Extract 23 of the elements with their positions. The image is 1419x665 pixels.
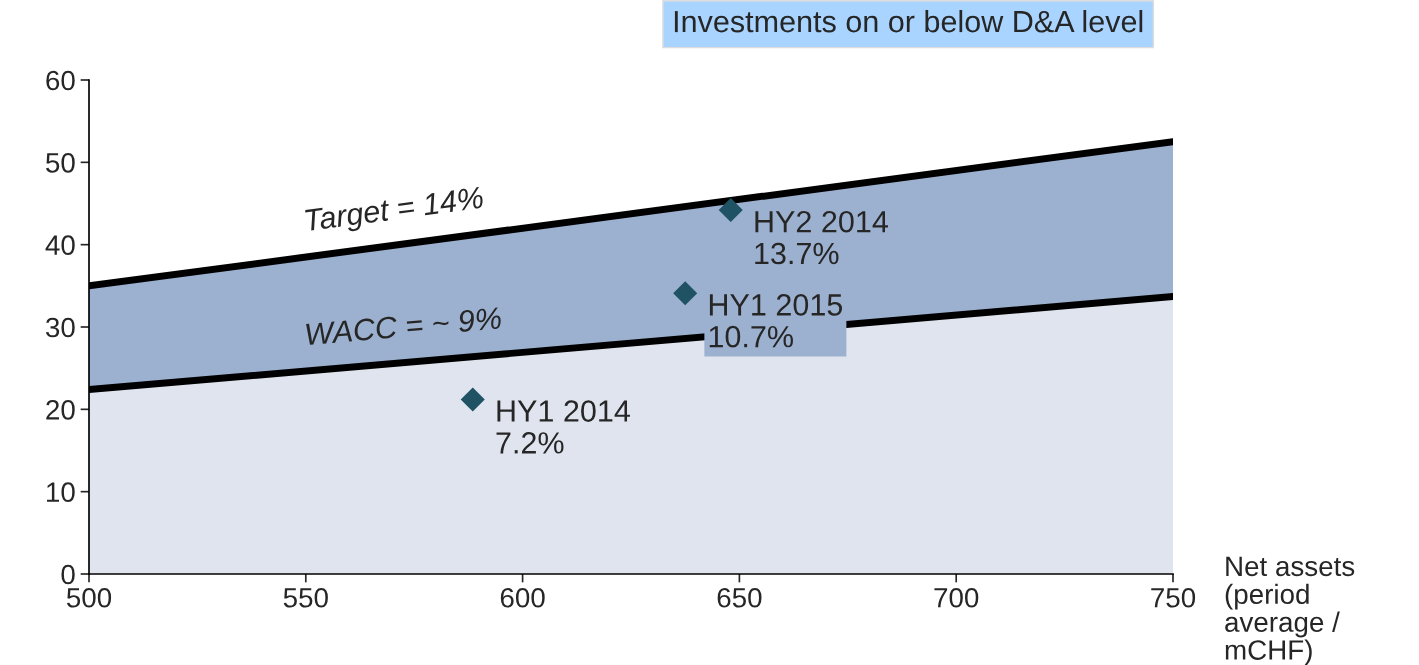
- point: [460, 387, 485, 412]
- annotation: HY2 2014 13.7%: [755, 210, 888, 265]
- y-tick-label: 40: [45, 235, 75, 256]
- x-tick-label: 500: [66, 587, 112, 608]
- y-tick-label: 30: [45, 317, 75, 338]
- y-tick-label: 20: [46, 400, 75, 420]
- x-tick-label: 700: [934, 587, 979, 608]
- annotation: HY1 2015 10.7%: [709, 294, 843, 348]
- series-label: WACC = ~ 9%: [306, 307, 502, 346]
- x-tick-label: 600: [500, 587, 545, 608]
- x-tick-label: 650: [717, 587, 762, 608]
- series-label: Target = 14%: [304, 186, 485, 238]
- annotation: HY1 2014 7.2%: [496, 400, 630, 454]
- x-tick-label: 550: [283, 587, 328, 608]
- point: [673, 281, 698, 306]
- text: Investments on or below D&A level: [674, 9, 1143, 33]
- point: [718, 198, 743, 223]
- y-tick-label: 0: [61, 564, 75, 585]
- y-tick-label: 60: [46, 70, 75, 91]
- y-tick-label: 10: [47, 482, 75, 503]
- x-tick-label: 750: [1151, 587, 1196, 608]
- x-axis-title: Net assets (period average / mCHF): [1225, 556, 1355, 665]
- y-tick-label: 50: [46, 153, 75, 173]
